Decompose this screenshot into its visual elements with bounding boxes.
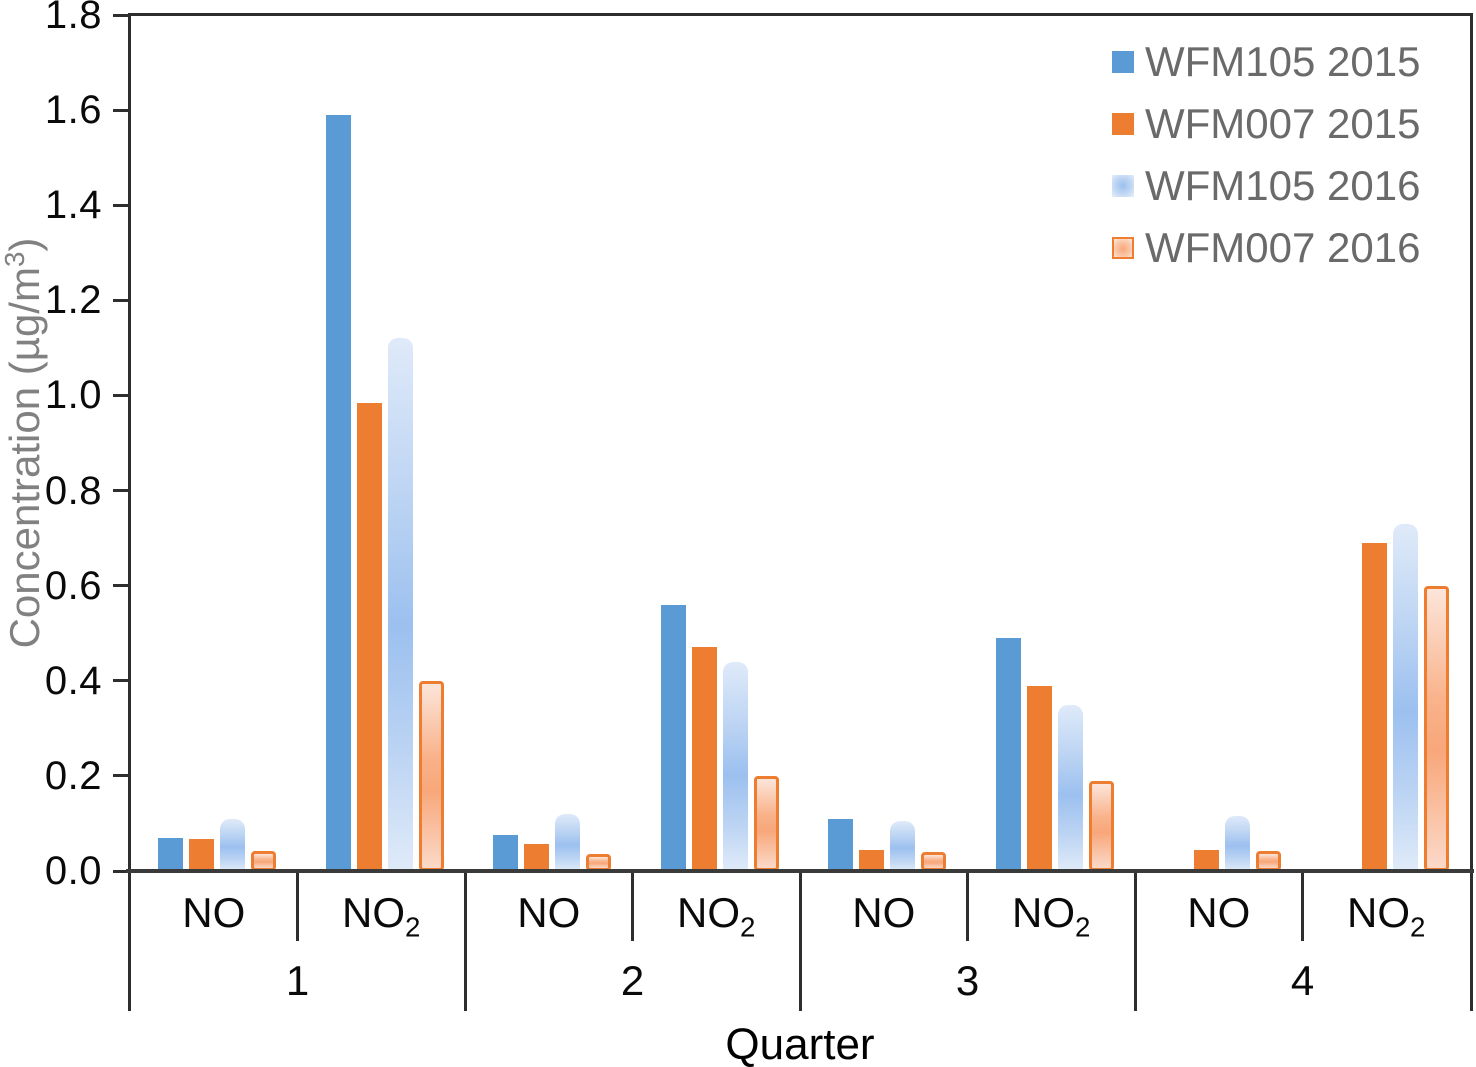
y-tick	[113, 298, 130, 302]
y-tick-label: 1.0	[44, 373, 102, 418]
gas-label: NO	[182, 889, 246, 936]
gas-label: NO	[517, 889, 581, 936]
y-tick	[113, 774, 130, 778]
bar	[1256, 851, 1281, 871]
gas-label: NO2	[1012, 889, 1091, 943]
bar	[1088, 780, 1114, 871]
quarter-divider	[463, 871, 467, 1011]
gas-divider	[966, 871, 969, 941]
y-tick-label: 1.4	[44, 183, 102, 228]
bar	[220, 818, 245, 871]
y-tick-label: 0.2	[44, 753, 102, 798]
bar	[1026, 685, 1052, 871]
x-axis-baseline	[126, 869, 1474, 873]
y-tick	[113, 869, 130, 873]
bar	[325, 114, 351, 871]
bar	[859, 849, 884, 871]
gas-label: NO	[1187, 889, 1251, 936]
legend-marker-wfm007-2016	[1112, 237, 1134, 259]
plot-right-border	[1470, 13, 1473, 1011]
legend-item: WFM007 2015	[1112, 93, 1420, 155]
legend-label: WFM007 2016	[1145, 224, 1421, 271]
legend-label: WFM105 2015	[1145, 38, 1421, 85]
bar	[1423, 585, 1449, 871]
bar	[1361, 542, 1387, 871]
bar	[1194, 849, 1219, 871]
quarter-label: 3	[955, 957, 980, 1004]
legend-marker-wfm105-2015	[1112, 51, 1134, 73]
gas-label: NO2	[1347, 889, 1426, 943]
bar	[524, 844, 549, 871]
legend-label: WFM007 2015	[1145, 100, 1421, 147]
legend-marker-wfm007-2015	[1112, 113, 1134, 135]
y-tick-label: 0.6	[44, 563, 102, 608]
y-tick-label: 0.0	[44, 849, 102, 893]
gas-label: NO	[852, 889, 916, 936]
bar	[418, 680, 444, 871]
y-tick	[113, 13, 130, 17]
bar	[1225, 816, 1250, 871]
quarter-divider	[798, 871, 802, 1011]
quarter-label: 1	[285, 957, 310, 1004]
bar	[660, 604, 686, 871]
bar	[722, 661, 748, 871]
bar	[995, 637, 1021, 871]
legend: WFM105 2015 WFM007 2015 WFM105 2016 WFM007 …	[1112, 31, 1420, 279]
bar	[1057, 704, 1083, 871]
y-tick	[113, 203, 130, 207]
y-tick	[113, 489, 130, 493]
gas-divider	[296, 871, 299, 941]
legend-marker-wfm105-2016	[1112, 175, 1134, 197]
x-axis-title: Quarter	[725, 1020, 875, 1067]
bar	[828, 818, 853, 871]
bar	[1392, 523, 1418, 871]
legend-item: WFM105 2016	[1112, 155, 1420, 217]
legend-item: WFM007 2016	[1112, 217, 1420, 279]
y-tick	[113, 679, 130, 683]
legend-label: WFM105 2016	[1145, 162, 1421, 209]
y-tick-label: 1.8	[44, 0, 102, 37]
bar	[555, 813, 580, 871]
gas-divider	[631, 871, 634, 941]
bar	[356, 402, 382, 871]
y-axis-title: Concentration (µg/m3)	[0, 237, 48, 649]
y-tick	[113, 393, 130, 397]
y-tick	[113, 108, 130, 112]
bar	[251, 850, 276, 871]
gas-label: NO2	[342, 889, 421, 943]
bar	[387, 338, 413, 871]
plot-top-border	[130, 13, 1473, 16]
y-axis-line	[128, 13, 131, 1011]
y-tick-label: 1.6	[44, 88, 102, 133]
gas-label: NO2	[677, 889, 756, 943]
legend-item: WFM105 2015	[1112, 31, 1420, 93]
quarter-divider	[1133, 871, 1137, 1011]
y-tick-label: 0.4	[44, 658, 102, 703]
bar	[890, 821, 915, 871]
quarter-label: 2	[620, 957, 645, 1004]
bar	[753, 775, 779, 871]
y-tick	[113, 584, 130, 588]
bar	[493, 835, 518, 871]
y-tick-label: 1.2	[44, 278, 102, 323]
bar	[691, 647, 717, 871]
y-tick-label: 0.8	[44, 468, 102, 513]
quarter-label: 4	[1290, 957, 1315, 1004]
bar	[158, 837, 183, 871]
gas-divider	[1301, 871, 1304, 941]
bar	[189, 838, 214, 871]
